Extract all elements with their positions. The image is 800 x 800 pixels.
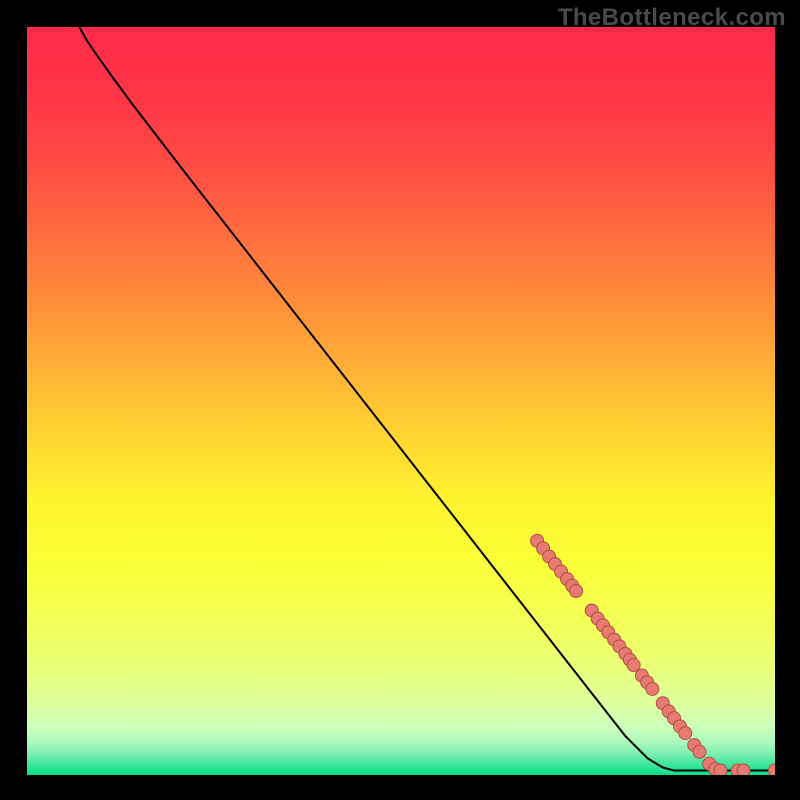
data-marker (737, 764, 750, 775)
gradient-background (27, 27, 775, 775)
plot-svg (27, 27, 775, 775)
chart-frame: TheBottleneck.com (0, 0, 800, 800)
data-marker (679, 727, 692, 740)
data-marker (714, 764, 727, 775)
data-marker (570, 584, 583, 597)
plot-area (27, 27, 775, 775)
data-marker (646, 682, 659, 695)
data-marker (693, 745, 706, 758)
